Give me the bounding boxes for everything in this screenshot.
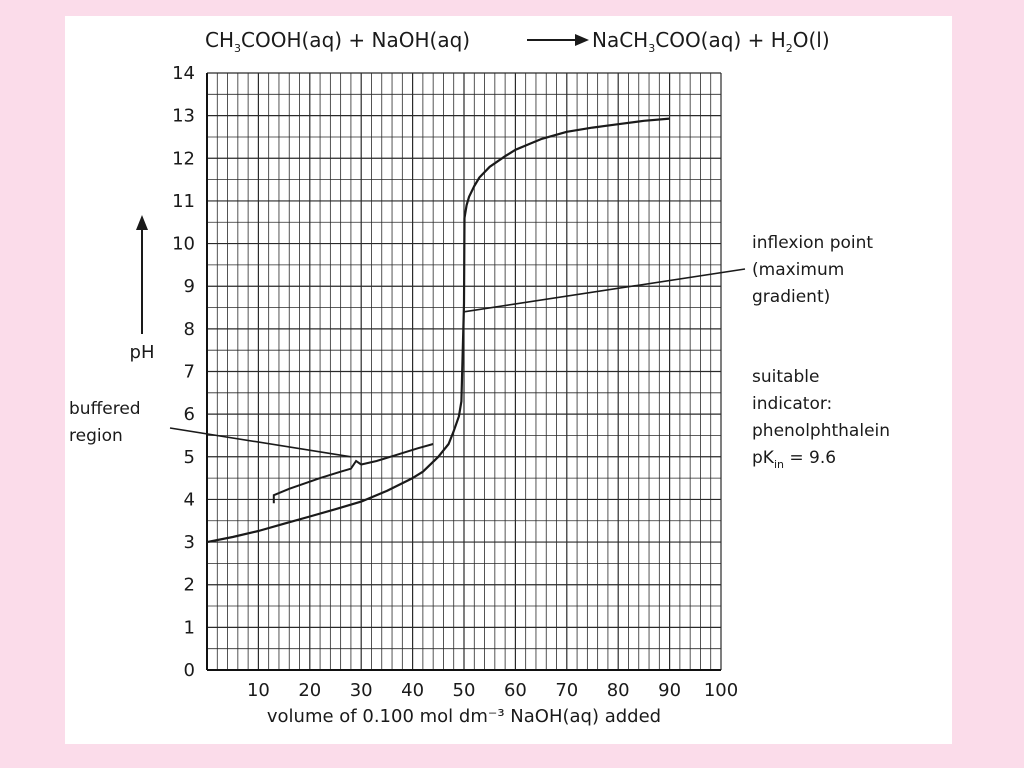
inflexion-point-leader [463, 268, 746, 313]
y-tick-label: 6 [184, 404, 195, 425]
y-tick-label: 13 [172, 106, 195, 127]
y-tick-label: 2 [184, 575, 195, 596]
inflexion-point-annotation: inflexion point (maximum gradient) [752, 233, 879, 307]
buffered-region-annotation: buffered region [69, 399, 146, 446]
x-tick-label: 100 [704, 680, 738, 701]
reaction-arrow [527, 34, 589, 46]
y-tick-label: 8 [184, 319, 195, 340]
x-tick-label: 20 [298, 680, 321, 701]
y-tick-label: 11 [172, 191, 195, 212]
x-tick-label: 50 [453, 680, 476, 701]
y-tick-label: 3 [184, 532, 195, 553]
x-tick-label: 70 [555, 680, 578, 701]
titration-curve-chart: CH3COOH(aq) + NaOH(aq) NaCH3COO(aq) + H2… [69, 28, 890, 727]
x-tick-label: 40 [401, 680, 424, 701]
indicator-annotation: suitable indicator: phenolphthalein [752, 367, 890, 441]
pkin-annotation: pKin = 9.6 [752, 448, 836, 471]
x-tick-label: 90 [658, 680, 681, 701]
y-tick-label: 4 [184, 489, 195, 510]
y-tick-label: 0 [184, 660, 195, 681]
x-tick-label: 30 [350, 680, 373, 701]
buffer-region-bracket [272, 443, 434, 504]
y-tick-label: 14 [172, 63, 195, 84]
x-tick-label: 60 [504, 680, 527, 701]
x-tick-labels: 10 20 30 40 50 60 70 80 90 100 [247, 680, 738, 701]
x-tick-label: 80 [607, 680, 630, 701]
y-tick-label: 7 [184, 362, 195, 383]
y-tick-label: 1 [184, 617, 195, 638]
axes [206, 73, 721, 671]
x-axis-label: volume of 0.100 mol dm⁻³ NaOH(aq) added [267, 706, 661, 727]
grid [206, 72, 722, 671]
y-tick-label: 10 [172, 234, 195, 255]
y-tick-label: 5 [184, 447, 195, 468]
y-tick-label: 12 [172, 148, 195, 169]
x-tick-label: 10 [247, 680, 270, 701]
chart-title-products: NaCH3COO(aq) + H2O(l) [592, 28, 830, 55]
y-axis-label: pH [130, 342, 155, 363]
y-axis-arrow [136, 215, 148, 334]
chart-title: CH3COOH(aq) + NaOH(aq) [205, 28, 470, 55]
chart-panel: CH3COOH(aq) + NaOH(aq) NaCH3COO(aq) + H2… [65, 16, 952, 744]
y-tick-label: 9 [184, 276, 195, 297]
series-line [206, 117, 670, 544]
buffered-region-leader [169, 427, 352, 458]
